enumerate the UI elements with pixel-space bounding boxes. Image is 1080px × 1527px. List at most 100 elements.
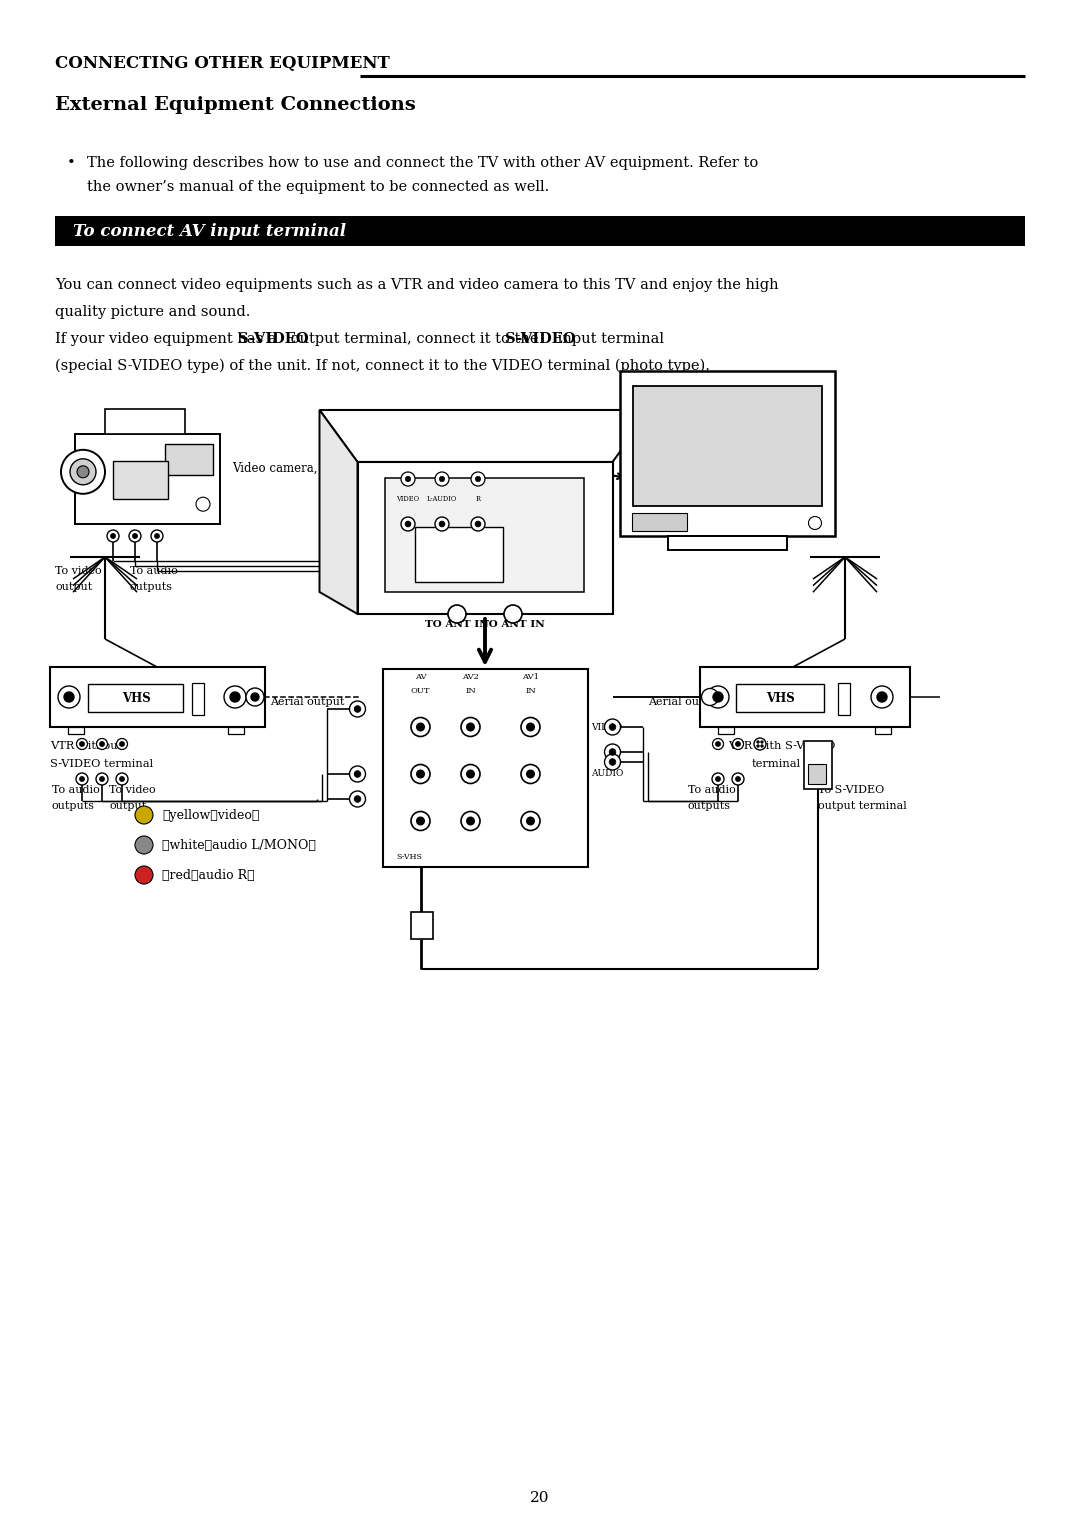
Circle shape	[246, 689, 264, 705]
Circle shape	[732, 773, 744, 785]
Bar	[87, 684, 183, 712]
Text: To video: To video	[109, 785, 156, 796]
Circle shape	[440, 521, 445, 527]
Text: TO ANT IN: TO ANT IN	[426, 620, 489, 629]
Circle shape	[120, 777, 124, 782]
Bar	[75, 434, 220, 524]
Circle shape	[411, 811, 430, 831]
Circle shape	[110, 533, 116, 539]
Circle shape	[354, 796, 361, 802]
Circle shape	[504, 605, 522, 623]
Circle shape	[461, 718, 480, 736]
Circle shape	[605, 719, 621, 734]
Circle shape	[521, 811, 540, 831]
Circle shape	[401, 518, 415, 531]
Text: To S-VIDEO: To S-VIDEO	[818, 785, 885, 796]
Text: ③red（audio R）: ③red（audio R）	[162, 869, 255, 881]
Bar	[390, 467, 500, 508]
Text: ②white（audio L/MONO）: ②white（audio L/MONO）	[162, 838, 315, 852]
Circle shape	[435, 472, 449, 486]
Circle shape	[76, 773, 87, 785]
Text: IN: IN	[525, 687, 536, 695]
Text: OUT: OUT	[410, 687, 430, 695]
Circle shape	[521, 765, 540, 783]
Text: To video: To video	[55, 567, 102, 576]
Text: To connect AV input terminal: To connect AV input terminal	[73, 223, 346, 240]
Circle shape	[877, 692, 887, 702]
Text: input terminal: input terminal	[553, 331, 664, 347]
Circle shape	[435, 518, 449, 531]
Bar	[875, 727, 891, 734]
Circle shape	[732, 739, 743, 750]
Circle shape	[475, 476, 481, 481]
Text: External Equipment Connections: External Equipment Connections	[55, 96, 416, 115]
Circle shape	[350, 701, 365, 718]
Circle shape	[761, 741, 762, 744]
Circle shape	[411, 765, 430, 783]
Text: IN: IN	[465, 687, 476, 695]
Circle shape	[350, 791, 365, 806]
Text: VHS: VHS	[122, 692, 150, 704]
Bar	[50, 667, 265, 727]
Circle shape	[757, 741, 759, 744]
Circle shape	[405, 521, 411, 527]
Circle shape	[354, 771, 361, 777]
Bar	[228, 727, 244, 734]
Circle shape	[60, 450, 105, 493]
Circle shape	[350, 767, 365, 782]
Circle shape	[135, 806, 153, 825]
Bar	[192, 683, 204, 715]
Text: VTR without: VTR without	[50, 741, 122, 751]
Circle shape	[757, 745, 759, 747]
Bar	[105, 409, 185, 434]
Circle shape	[64, 692, 75, 702]
Circle shape	[411, 718, 430, 736]
Circle shape	[154, 533, 160, 539]
Circle shape	[230, 692, 240, 702]
Bar	[386, 478, 584, 592]
Circle shape	[735, 777, 741, 782]
Circle shape	[80, 742, 84, 747]
Text: ①yellow（video）: ①yellow（video）	[162, 808, 259, 822]
Bar	[68, 727, 84, 734]
Circle shape	[440, 476, 445, 481]
Circle shape	[448, 605, 465, 623]
Circle shape	[135, 835, 153, 854]
Text: output: output	[109, 802, 146, 811]
Circle shape	[354, 705, 361, 713]
Circle shape	[129, 530, 141, 542]
Text: output: output	[55, 582, 92, 592]
Text: Aerial output: Aerial output	[648, 696, 723, 707]
Circle shape	[96, 773, 108, 785]
Bar	[410, 912, 432, 939]
Bar	[838, 683, 850, 715]
Polygon shape	[320, 411, 357, 614]
Text: AV2: AV2	[462, 673, 478, 681]
Text: CONNECTING OTHER EQUIPMENT: CONNECTING OTHER EQUIPMENT	[55, 55, 390, 72]
Circle shape	[605, 754, 621, 770]
Text: You can connect video equipments such as a VTR and video camera to this TV and e: You can connect video equipments such as…	[55, 278, 779, 292]
Circle shape	[70, 458, 96, 484]
Bar	[416, 527, 503, 582]
Circle shape	[133, 533, 137, 539]
Circle shape	[471, 472, 485, 486]
Circle shape	[716, 742, 720, 747]
Text: outputs: outputs	[130, 582, 173, 592]
Circle shape	[224, 686, 246, 709]
Circle shape	[754, 738, 766, 750]
Circle shape	[527, 817, 535, 825]
Circle shape	[605, 744, 621, 760]
Circle shape	[809, 516, 822, 530]
Circle shape	[80, 777, 84, 782]
Text: VHS: VHS	[766, 692, 795, 704]
Circle shape	[609, 759, 616, 765]
Text: (special S-VIDEO type) of the unit. If not, connect it to the VIDEO terminal (ph: (special S-VIDEO type) of the unit. If n…	[55, 359, 710, 374]
Text: S-VIDEO terminal: S-VIDEO terminal	[50, 759, 153, 770]
Circle shape	[116, 773, 129, 785]
Text: VIDEO: VIDEO	[396, 495, 419, 502]
Circle shape	[461, 811, 480, 831]
Circle shape	[417, 770, 424, 777]
Bar	[633, 386, 822, 505]
Circle shape	[151, 530, 163, 542]
Circle shape	[77, 739, 87, 750]
